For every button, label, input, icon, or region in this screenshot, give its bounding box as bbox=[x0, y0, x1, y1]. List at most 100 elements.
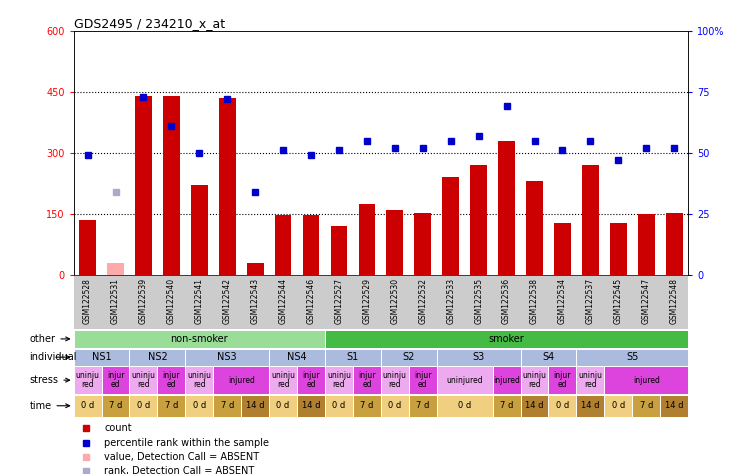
Text: 0 d: 0 d bbox=[612, 401, 625, 410]
Bar bbox=[185, 395, 213, 417]
Bar bbox=[107, 263, 124, 275]
Text: non-smoker: non-smoker bbox=[171, 334, 228, 344]
Text: S5: S5 bbox=[626, 352, 638, 362]
Text: uninju
red: uninju red bbox=[187, 372, 211, 389]
Text: S4: S4 bbox=[542, 352, 555, 362]
Text: 14 d: 14 d bbox=[246, 401, 264, 410]
Bar bbox=[576, 366, 604, 394]
Text: GSM122535: GSM122535 bbox=[474, 278, 483, 324]
Bar bbox=[381, 366, 408, 394]
Bar bbox=[158, 366, 185, 394]
Bar bbox=[520, 366, 548, 394]
Text: injur
ed: injur ed bbox=[107, 372, 124, 389]
Text: S2: S2 bbox=[403, 352, 415, 362]
Bar bbox=[74, 395, 102, 417]
Bar bbox=[492, 395, 520, 417]
Bar bbox=[436, 349, 520, 365]
Text: 0 d: 0 d bbox=[388, 401, 401, 410]
Text: 14 d: 14 d bbox=[581, 401, 600, 410]
Bar bbox=[666, 213, 682, 275]
Text: 7 d: 7 d bbox=[221, 401, 234, 410]
Bar bbox=[610, 223, 627, 275]
Bar bbox=[275, 215, 291, 275]
Bar bbox=[436, 366, 492, 394]
Text: injured: injured bbox=[493, 376, 520, 384]
Text: S3: S3 bbox=[473, 352, 485, 362]
Bar bbox=[660, 395, 688, 417]
Text: individual: individual bbox=[29, 352, 77, 362]
Bar bbox=[330, 226, 347, 275]
Bar bbox=[604, 366, 688, 394]
Text: GSM122532: GSM122532 bbox=[418, 278, 428, 324]
Text: 0 d: 0 d bbox=[333, 401, 346, 410]
Bar bbox=[325, 330, 688, 348]
Text: GSM122537: GSM122537 bbox=[586, 278, 595, 324]
Text: 7 d: 7 d bbox=[416, 401, 430, 410]
Text: GSM122540: GSM122540 bbox=[167, 278, 176, 324]
Text: stress: stress bbox=[29, 375, 70, 385]
Bar bbox=[576, 395, 604, 417]
Bar bbox=[79, 220, 96, 275]
Text: S1: S1 bbox=[347, 352, 359, 362]
Bar bbox=[408, 366, 436, 394]
Bar bbox=[302, 215, 319, 275]
Bar bbox=[158, 395, 185, 417]
Text: 7 d: 7 d bbox=[640, 401, 653, 410]
Text: GSM122539: GSM122539 bbox=[139, 278, 148, 324]
Text: 7 d: 7 d bbox=[109, 401, 122, 410]
Bar bbox=[269, 349, 325, 365]
Text: 7 d: 7 d bbox=[500, 401, 513, 410]
Bar bbox=[213, 395, 241, 417]
Text: time: time bbox=[29, 401, 70, 411]
Text: other: other bbox=[29, 334, 70, 344]
Bar bbox=[325, 366, 353, 394]
Text: injur
ed: injur ed bbox=[302, 372, 320, 389]
Bar bbox=[74, 330, 325, 348]
Text: 7 d: 7 d bbox=[360, 401, 374, 410]
Text: GSM122536: GSM122536 bbox=[502, 278, 511, 324]
Text: GSM122538: GSM122538 bbox=[530, 278, 539, 324]
Bar bbox=[325, 395, 353, 417]
Text: injured: injured bbox=[227, 376, 255, 384]
Text: GSM122548: GSM122548 bbox=[670, 278, 679, 324]
Bar bbox=[520, 349, 576, 365]
Text: value, Detection Call = ABSENT: value, Detection Call = ABSENT bbox=[105, 452, 260, 462]
Text: 0 d: 0 d bbox=[81, 401, 94, 410]
Bar bbox=[358, 204, 375, 275]
Text: NS4: NS4 bbox=[287, 352, 307, 362]
Text: GDS2495 / 234210_x_at: GDS2495 / 234210_x_at bbox=[74, 17, 224, 30]
Text: uninjured: uninjured bbox=[446, 376, 483, 384]
Bar bbox=[381, 395, 408, 417]
Text: injur
ed: injur ed bbox=[358, 372, 375, 389]
Bar bbox=[442, 177, 459, 275]
Text: GSM122543: GSM122543 bbox=[251, 278, 260, 324]
Text: injur
ed: injur ed bbox=[553, 372, 571, 389]
Text: GSM122541: GSM122541 bbox=[195, 278, 204, 324]
Text: uninju
red: uninju red bbox=[76, 372, 99, 389]
Text: NS1: NS1 bbox=[92, 352, 111, 362]
Text: 14 d: 14 d bbox=[302, 401, 320, 410]
Bar bbox=[548, 366, 576, 394]
Text: uninju
red: uninju red bbox=[271, 372, 295, 389]
Text: 0 d: 0 d bbox=[277, 401, 290, 410]
Text: GSM122531: GSM122531 bbox=[111, 278, 120, 324]
Bar bbox=[135, 96, 152, 275]
Bar bbox=[638, 214, 654, 275]
Text: injur
ed: injur ed bbox=[414, 372, 431, 389]
Text: GSM122534: GSM122534 bbox=[558, 278, 567, 324]
Bar bbox=[520, 395, 548, 417]
Text: injured: injured bbox=[633, 376, 659, 384]
Bar bbox=[163, 96, 180, 275]
Bar bbox=[353, 366, 381, 394]
Bar bbox=[102, 366, 130, 394]
Bar bbox=[325, 349, 381, 365]
Bar bbox=[436, 395, 492, 417]
Bar bbox=[408, 395, 436, 417]
Bar bbox=[353, 395, 381, 417]
Text: GSM122533: GSM122533 bbox=[446, 278, 456, 324]
Bar bbox=[526, 182, 543, 275]
Text: GSM122544: GSM122544 bbox=[279, 278, 288, 324]
Bar bbox=[191, 185, 208, 275]
Bar bbox=[269, 366, 297, 394]
Bar bbox=[74, 366, 102, 394]
